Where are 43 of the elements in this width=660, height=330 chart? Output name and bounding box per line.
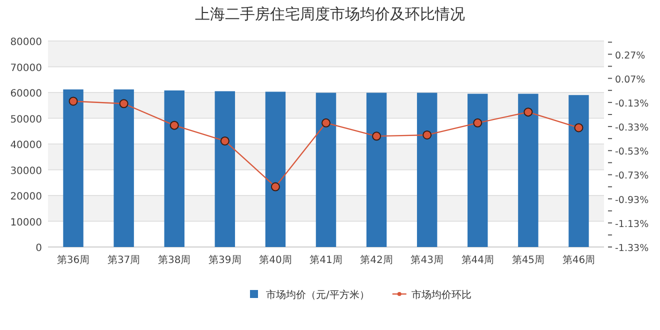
point [524,108,533,117]
y2-tick-label: -0.53% [615,146,649,158]
x-tick-label: 第45周 [512,254,545,266]
x-tick-label: 第41周 [310,254,342,266]
x-tick-label: 第43周 [410,254,444,266]
y-tick-label: 10000 [10,217,42,228]
legend-label: 市场均价（元/平方米） [266,289,370,301]
x-tick-label: 第42周 [360,254,393,266]
point [270,182,280,192]
y-tick-label: 40000 [10,140,42,151]
y-tick-label: 20000 [10,192,42,202]
y2-tick-label: -0.33% [615,122,649,134]
x-tick-label: 第39周 [208,254,242,266]
x-tick-label: 第36周 [56,254,90,266]
y2-tick-label: 0.27% [615,50,646,62]
point [473,118,482,128]
y2-tick-label: -0.13% [615,98,649,110]
x-tick-label: 第37周 [107,254,140,266]
x-tick-label: 第46周 [562,254,596,266]
point [220,136,230,146]
point [422,130,432,140]
y-tick-label: 50000 [10,114,42,126]
x-tick-label: 第38周 [158,254,191,266]
point [68,96,78,106]
y-tick-label: 70000 [10,62,42,74]
chart-title: 上海二手房住宅周度市场均价及环比情况 [195,5,465,23]
y2-tick-label: -1.33% [615,243,649,254]
y-tick-label: 30000 [10,166,42,177]
point [170,120,179,130]
point [119,99,128,108]
x-tick-label: 第40周 [259,254,292,266]
point [574,123,584,132]
y-tick-label: 80000 [10,37,42,48]
legend-label: 市场均价环比 [411,289,472,301]
y2-tick-label: 0.07% [615,74,646,86]
point [372,132,382,141]
y2-tick-label: -0.93% [615,194,649,206]
y2-tick-label: -0.73% [615,170,649,182]
y-tick-label: 0 [36,243,42,254]
x-tick-label: 第44周 [461,254,494,266]
y-tick-label: 60000 [10,88,42,100]
y2-tick-label: -1.13% [615,218,649,230]
point [322,118,330,128]
